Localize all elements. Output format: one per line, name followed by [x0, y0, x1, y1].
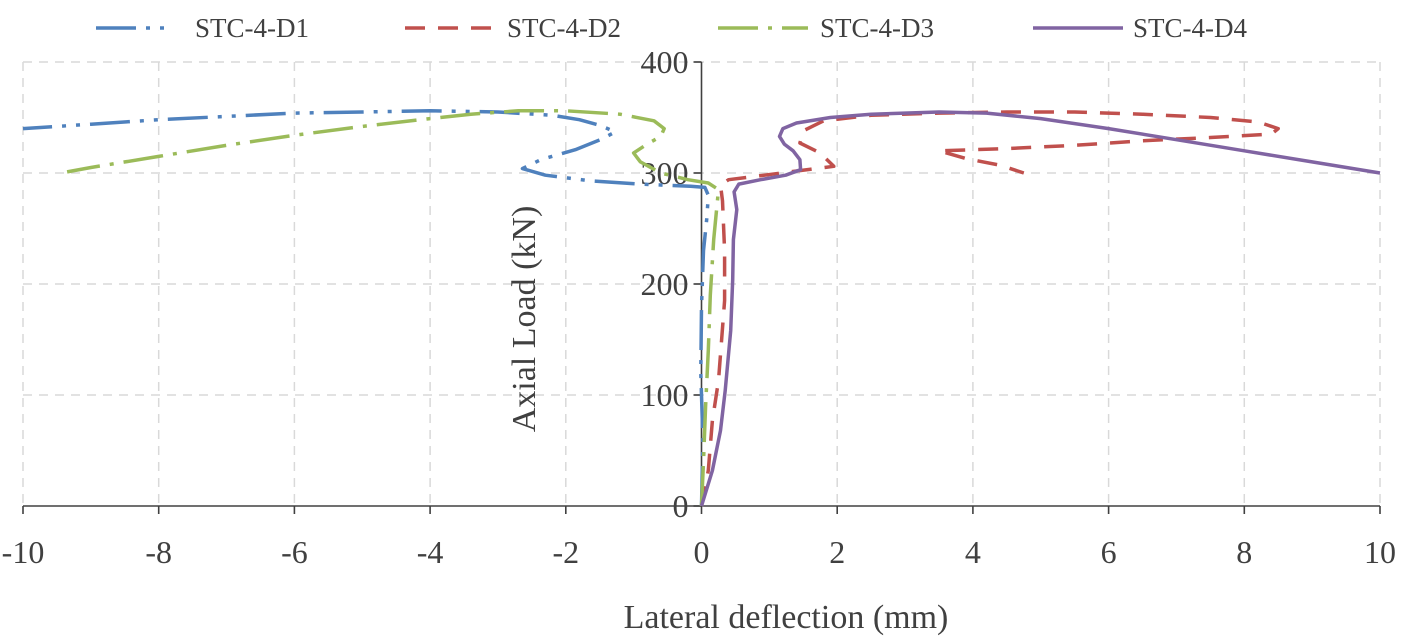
legend: STC-4-D1 STC-4-D2 STC-4-D3 STC-4-D4	[96, 13, 1247, 43]
legend-item-stc-4-d3: STC-4-D3	[718, 13, 934, 43]
legend-label: STC-4-D4	[1133, 13, 1247, 43]
x-tick-label: -10	[2, 534, 45, 570]
series-line-stc-4-d2	[699, 110, 1280, 507]
x-tick-label: 10	[1364, 534, 1396, 570]
legend-item-stc-4-d1: STC-4-D1	[96, 13, 309, 43]
y-axis-title: Axial Load (kN)	[506, 206, 543, 433]
x-tick-label: 6	[1101, 534, 1117, 570]
x-tick-label: 4	[965, 534, 981, 570]
x-tick-label: -8	[145, 534, 172, 570]
x-axis-title: Lateral deflection (mm)	[624, 599, 949, 636]
y-tick-label: 100	[641, 377, 689, 413]
x-tick-label: -6	[281, 534, 308, 570]
legend-label: STC-4-D1	[195, 13, 309, 43]
legend-item-stc-4-d2: STC-4-D2	[405, 13, 621, 43]
legend-label: STC-4-D3	[820, 13, 934, 43]
y-tick-label: 400	[641, 44, 689, 80]
x-tick-label: 8	[1236, 534, 1252, 570]
legend-item-stc-4-d4: STC-4-D4	[1033, 13, 1247, 43]
series-line-stc-4-d1	[22, 109, 711, 507]
series-line-stc-4-d3	[66, 109, 721, 507]
y-tick-label: 200	[641, 266, 689, 302]
series-line-stc-4-d4	[699, 110, 1381, 507]
y-tick-label: 0	[673, 488, 689, 524]
x-tick-label: 2	[829, 534, 845, 570]
x-tick-label: -2	[552, 534, 579, 570]
x-tick-label: -4	[417, 534, 444, 570]
x-tick-label: 0	[694, 534, 710, 570]
legend-label: STC-4-D2	[507, 13, 621, 43]
series-lines	[22, 109, 1381, 507]
